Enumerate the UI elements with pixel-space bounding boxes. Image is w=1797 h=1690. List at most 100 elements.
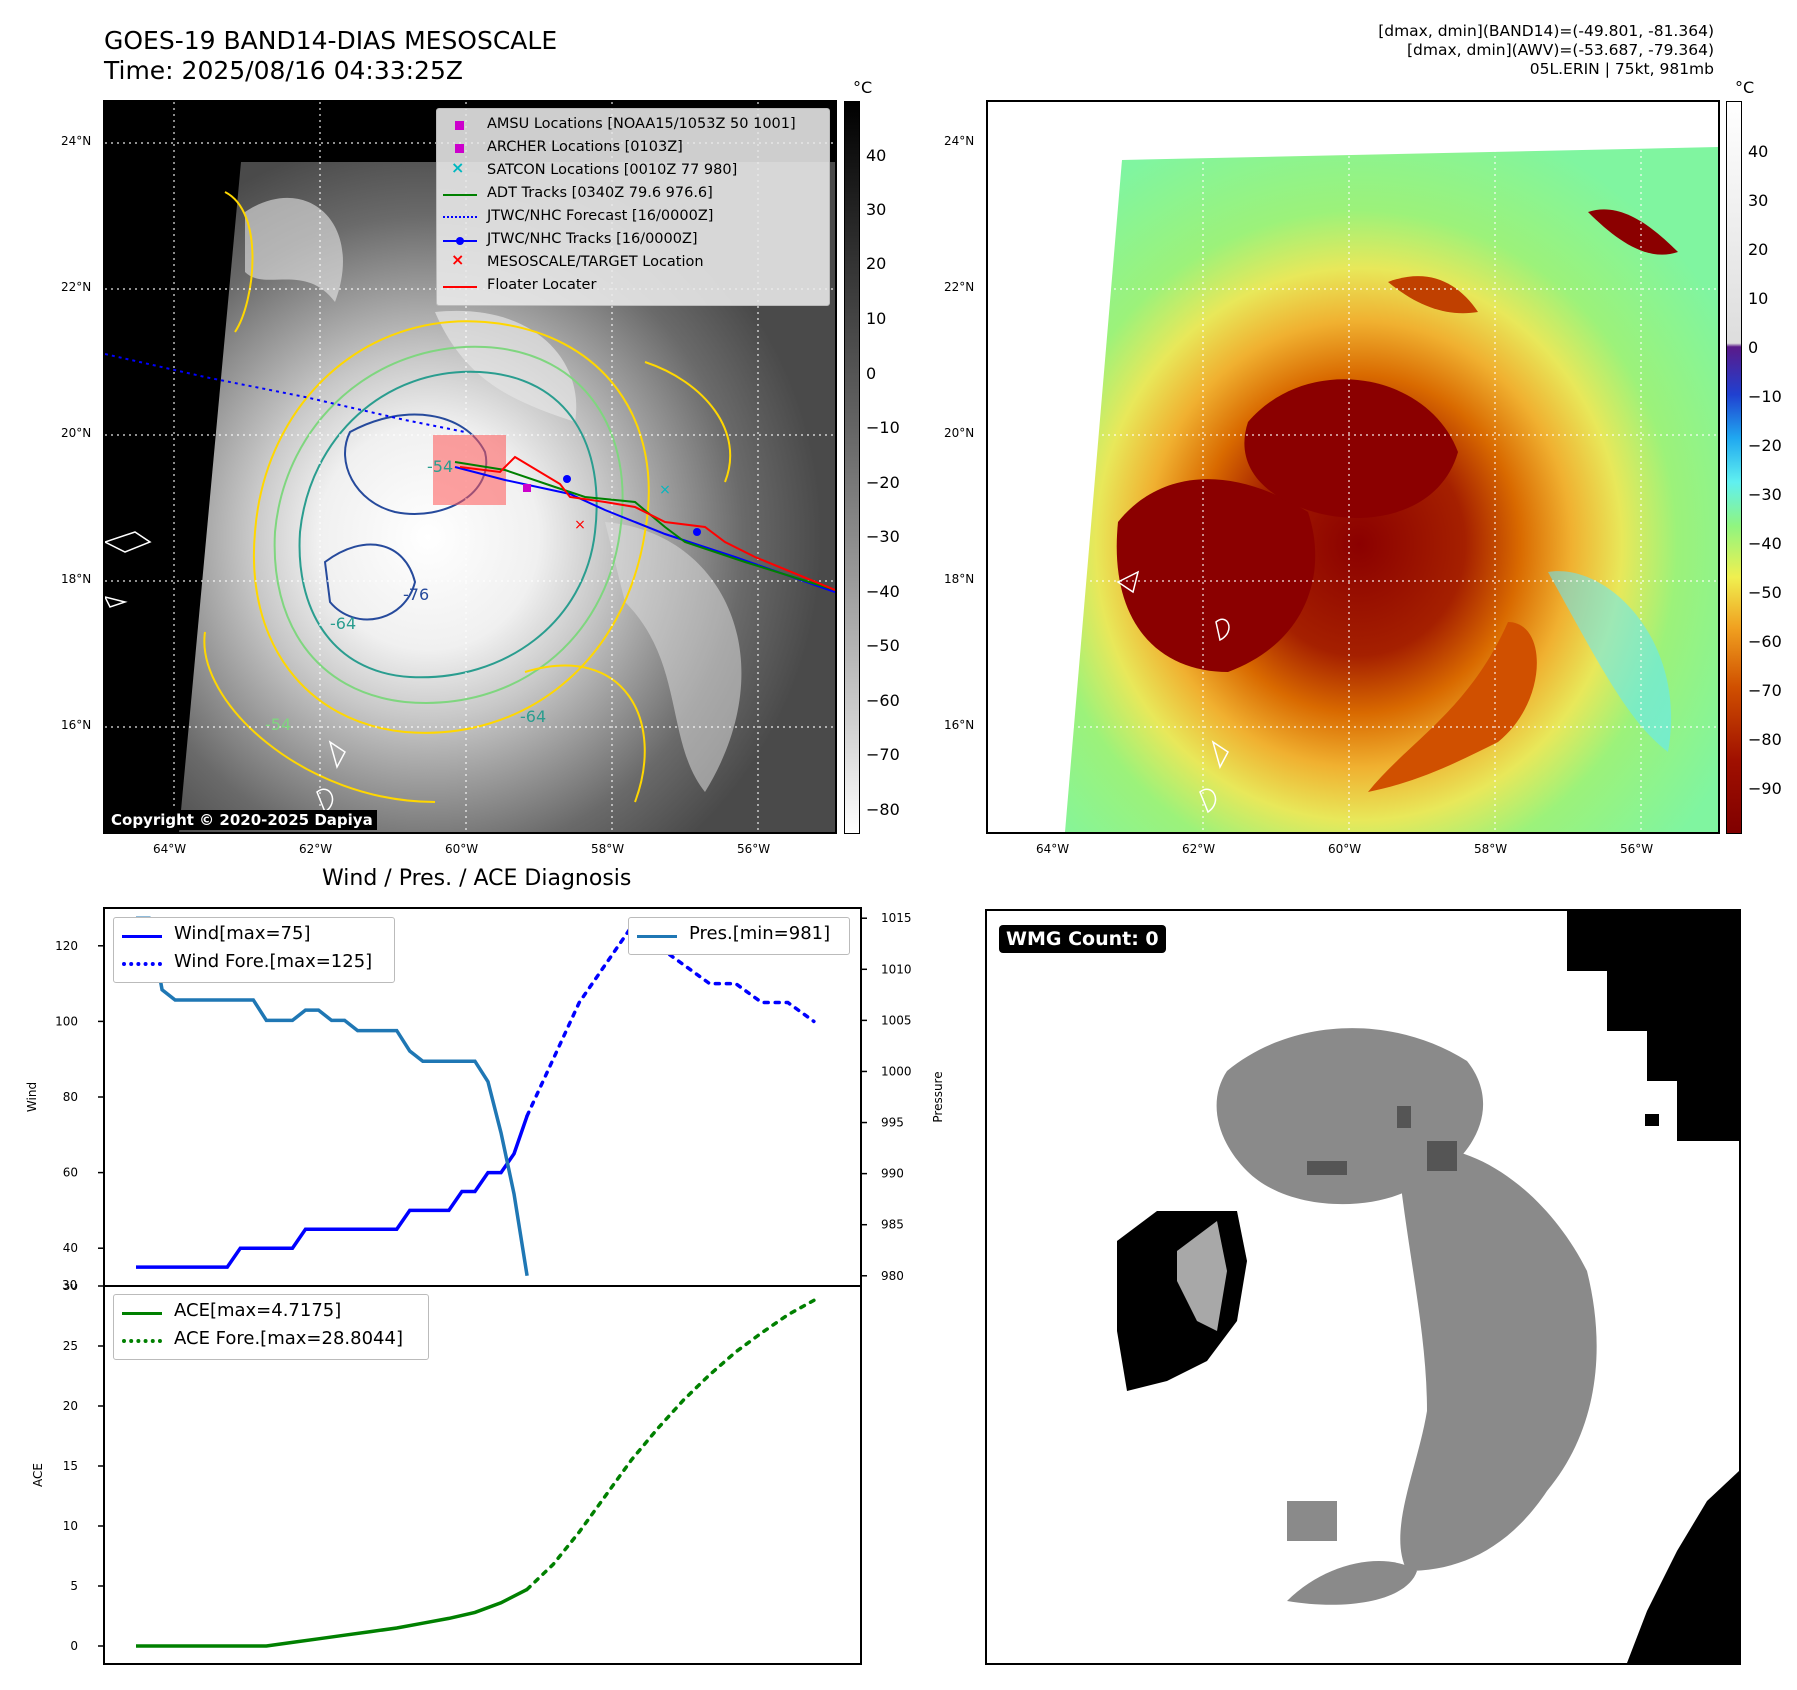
colorbar-tick: 40: [1748, 142, 1769, 161]
colorbar-tick: 10: [1748, 289, 1769, 308]
series-line-2: [136, 916, 529, 1277]
colorbar-unit: °C: [853, 78, 873, 97]
awv-range: [dmax, dmin](AWV)=(-53.687, -79.364): [1407, 41, 1714, 59]
colorbar-tick: −80: [1748, 730, 1782, 749]
wind-axis-label: Wind: [25, 1082, 39, 1112]
wind-tick-label: 40: [63, 1241, 78, 1255]
colorbar-tick: −60: [1748, 632, 1782, 651]
pressure-axis-label: Pressure: [931, 1071, 945, 1122]
lat-label: 18°N: [61, 572, 92, 586]
wind-tick-label: 80: [63, 1090, 78, 1104]
ace-tick-label: 25: [63, 1339, 78, 1353]
pressure-tick-label: 1015: [881, 911, 912, 925]
square-marker-icon: [455, 121, 464, 130]
lon-label: 56°W: [1620, 842, 1654, 856]
colorbar-unit: °C: [1735, 78, 1755, 97]
colorbar-tick: −50: [866, 636, 900, 655]
line-marker-icon: [122, 935, 162, 938]
figure-time: Time: 2025/08/16 04:33:25Z: [104, 56, 463, 85]
svg-text:×: ×: [574, 517, 586, 533]
lat-label: 22°N: [944, 280, 975, 294]
lat-label: 16°N: [61, 718, 92, 732]
lat-label: 16°N: [944, 718, 975, 732]
ace-tick-label: 15: [63, 1459, 78, 1473]
colorbar-tick: −70: [866, 745, 900, 764]
pressure-tick-label: 1005: [881, 1013, 912, 1027]
dotted-line-icon: [443, 216, 477, 218]
wind-tick-label: 60: [63, 1166, 78, 1180]
dot-marker-icon: [456, 237, 464, 245]
band14-range: [dmax, dmin](BAND14)=(-49.801, -81.364): [1378, 22, 1714, 40]
contour-label: -54: [265, 715, 291, 734]
colorbar-tick: −20: [1748, 436, 1782, 455]
lat-label: 20°N: [61, 426, 92, 440]
lon-label: 62°W: [1182, 842, 1216, 856]
ace-tick-label: 30: [63, 1284, 78, 1293]
pressure-tick-label: 985: [881, 1218, 904, 1232]
colorbar-tick: −10: [1748, 387, 1782, 406]
colorbar-tick: 40: [866, 146, 887, 165]
grayscale-colorbar: [844, 101, 860, 834]
contour-label: -64: [330, 614, 356, 633]
lon-label: 64°W: [1036, 842, 1070, 856]
series-line-0: [136, 1115, 529, 1269]
colorbar-tick: −80: [866, 800, 900, 819]
ir-color-map: [986, 100, 1720, 834]
floater-track: [459, 455, 835, 591]
colorbar-tick: 20: [866, 254, 887, 273]
lon-label: 58°W: [591, 842, 625, 856]
colorbar-tick: 10: [866, 309, 887, 328]
colorbar-tick: −50: [1748, 583, 1782, 602]
contour-label: -76: [403, 585, 429, 604]
colorbar-tick: −70: [1748, 681, 1782, 700]
ace-tick-label: 20: [63, 1399, 78, 1413]
ir-grayscale-map: × × -76 -64 -54 -64 -54 AMSU Locations […: [103, 100, 837, 834]
colorbar-tick: −40: [1748, 534, 1782, 553]
colorbar-tick: 0: [1748, 338, 1759, 357]
colorbar-tick: −30: [1748, 485, 1782, 504]
pressure-tick-label: 995: [881, 1116, 904, 1130]
ace-tick-label: 0: [70, 1639, 78, 1653]
line-marker-icon: [637, 935, 677, 938]
lon-label: 64°W: [153, 842, 187, 856]
ace-series-line-1: [525, 1298, 816, 1592]
ace-axis-label: ACE: [31, 1463, 45, 1487]
lon-label: 56°W: [737, 842, 771, 856]
storm-info: 05L.ERIN | 75kt, 981mb: [1529, 60, 1714, 78]
diagnosis-title: Wind / Pres. / ACE Diagnosis: [322, 866, 632, 891]
copyright-badge: Copyright © 2020-2025 Dapiya: [107, 810, 377, 830]
colorbar-tick: −90: [1748, 779, 1782, 798]
pressure-legend: Pres.[min=981]: [628, 917, 850, 955]
lon-label: 60°W: [445, 842, 479, 856]
lon-label: 58°W: [1474, 842, 1508, 856]
pressure-tick-label: 1000: [881, 1064, 912, 1078]
contour-label: -54: [427, 457, 453, 476]
ace-tick-label: 10: [63, 1519, 78, 1533]
dotted-line-icon: [122, 962, 162, 966]
ace-legend: ACE[max=4.7175] ACE Fore.[max=28.8044]: [113, 1294, 429, 1360]
dotted-line-icon: [122, 1339, 162, 1343]
lat-label: 24°N: [944, 134, 975, 148]
figure-title: GOES-19 BAND14-DIAS MESOSCALE: [104, 26, 558, 55]
lat-label: 18°N: [944, 572, 975, 586]
line-marker-icon: [122, 1312, 162, 1315]
x-marker-icon: ×: [451, 250, 465, 269]
colorbar-tick: −40: [866, 582, 900, 601]
adt-track: [454, 461, 835, 591]
svg-text:×: ×: [659, 482, 671, 498]
lat-label: 24°N: [61, 134, 92, 148]
wind-tick-label: 100: [55, 1014, 78, 1028]
ace-tick-label: 5: [70, 1579, 78, 1593]
lat-label: 22°N: [61, 280, 92, 294]
colorbar-tick: 20: [1748, 240, 1769, 259]
jtwc-track: [454, 466, 835, 593]
amsu-marker: [523, 484, 531, 492]
colorbar-tick: 0: [866, 364, 877, 383]
pressure-tick-label: 980: [881, 1269, 904, 1283]
lon-label: 62°W: [299, 842, 333, 856]
colorbar-tick: −30: [866, 527, 900, 546]
lat-label: 20°N: [944, 426, 975, 440]
wind-tick-bottom: 30: [62, 1278, 77, 1292]
pressure-tick-label: 990: [881, 1167, 904, 1181]
line-marker-icon: [443, 194, 477, 196]
